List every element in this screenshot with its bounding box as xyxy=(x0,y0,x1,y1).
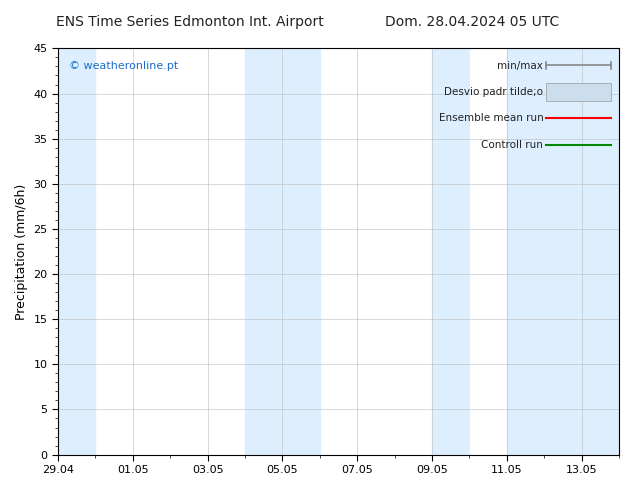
Text: ENS Time Series Edmonton Int. Airport: ENS Time Series Edmonton Int. Airport xyxy=(56,15,324,29)
Y-axis label: Precipitation (mm/6h): Precipitation (mm/6h) xyxy=(15,183,28,319)
Text: Ensemble mean run: Ensemble mean run xyxy=(439,113,543,123)
Text: Desvio padr tilde;o: Desvio padr tilde;o xyxy=(444,87,543,97)
Bar xyxy=(507,49,619,455)
Bar xyxy=(245,49,320,455)
Bar xyxy=(58,49,96,455)
Bar xyxy=(546,83,611,101)
Text: © weatheronline.pt: © weatheronline.pt xyxy=(69,61,179,71)
Bar xyxy=(432,49,469,455)
Text: min/max: min/max xyxy=(498,61,543,71)
Text: Dom. 28.04.2024 05 UTC: Dom. 28.04.2024 05 UTC xyxy=(385,15,559,29)
Text: Controll run: Controll run xyxy=(481,140,543,150)
